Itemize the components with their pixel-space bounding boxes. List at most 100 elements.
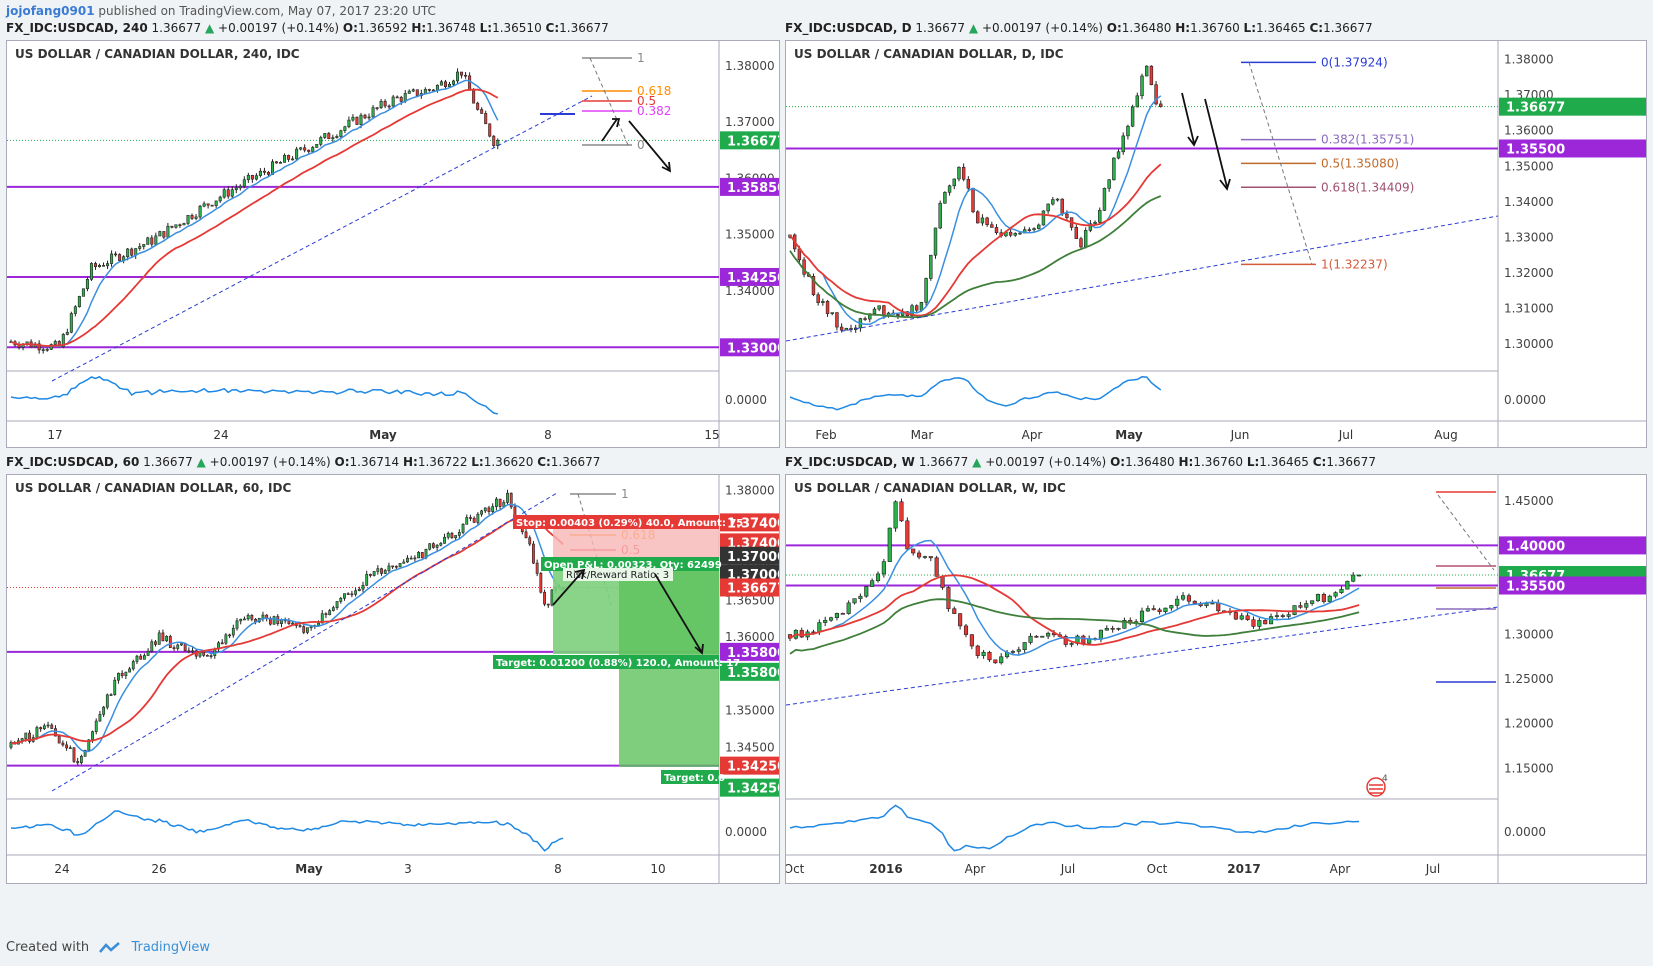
candle-body — [454, 535, 458, 539]
candle-body — [165, 636, 169, 642]
author-name[interactable]: jojofang0901 — [6, 4, 95, 18]
fib-level-label: 1 — [621, 487, 629, 501]
oscillator-line — [789, 804, 1360, 852]
candle-body — [1310, 600, 1315, 604]
candle-body — [1339, 588, 1344, 593]
fib-level-label: 0.618 — [637, 84, 671, 98]
price-tick-label: 1.36500 — [725, 593, 775, 607]
candle-body — [457, 532, 461, 536]
target2-label-box — [661, 770, 719, 784]
fib-diagonal — [1437, 494, 1495, 571]
candle-body — [502, 502, 506, 507]
ticker-open: 1.36480 — [1125, 455, 1175, 469]
time-tick-label: Jun — [1230, 428, 1250, 442]
price-tick-label: 1.15000 — [1504, 761, 1554, 775]
oscillator-line — [10, 810, 564, 852]
candle-body — [258, 170, 262, 176]
candle-body — [946, 587, 951, 610]
candle-body — [1151, 608, 1156, 611]
chart-canvas-240[interactable]: 1.380001.370001.360001.350001.340001.330… — [7, 41, 780, 448]
tradingview-link[interactable]: TradingView — [131, 940, 210, 955]
time-tick-label: Apr — [1022, 428, 1043, 442]
price-tag-label: 1.36677 — [727, 581, 780, 596]
chart-panel-60[interactable]: 1.380001.375001.370001.365001.360001.355… — [6, 474, 780, 884]
candle-body — [61, 742, 65, 746]
candle-body — [1327, 595, 1332, 602]
stop-label: Stop: 0.00403 (0.29%) 40.0, Amount: 75 — [516, 518, 743, 529]
price-tag — [720, 338, 779, 357]
candle-body — [126, 248, 130, 257]
candle-body — [1008, 231, 1013, 236]
candle-body — [246, 174, 250, 181]
chart-canvas-d[interactable]: 1.380001.370001.360001.350001.340001.330… — [786, 41, 1647, 448]
candle-body — [266, 172, 270, 175]
price-tag-label: 1.34250 — [727, 760, 780, 775]
candle-body — [41, 349, 45, 351]
candle-body — [830, 312, 834, 314]
up-arrow-icon: ▲ — [968, 21, 979, 35]
candle-body — [283, 155, 287, 163]
price-tick-label: 1.20000 — [1504, 717, 1554, 731]
candle-body — [347, 119, 351, 128]
price-tag-label: 1.37400 — [727, 516, 780, 531]
moving-average-fast — [10, 79, 499, 348]
candle-body — [81, 288, 85, 297]
candle-body — [987, 651, 992, 661]
candle-body — [79, 756, 83, 764]
candle-body — [261, 614, 265, 619]
chart-panel-d[interactable]: 1.38000 1.37000 1.36000 1.35000 1.34000 1.330… — [785, 40, 1647, 448]
candle-body — [231, 627, 235, 636]
candle-body — [834, 613, 839, 618]
candle-body — [435, 544, 439, 548]
candle-body — [383, 570, 387, 574]
candle-body — [161, 632, 165, 642]
candle-body — [320, 613, 324, 624]
candle-body — [976, 211, 980, 224]
candle-body — [1110, 627, 1115, 630]
candle-body — [1046, 203, 1050, 212]
candle-body — [1269, 616, 1274, 625]
candle-body — [242, 179, 246, 187]
candle-body — [1079, 238, 1083, 248]
price-tag — [720, 546, 779, 565]
candle-body — [65, 331, 69, 335]
candle-body — [77, 296, 81, 308]
chart-panel-240[interactable]: 1.380001.370001.360001.350001.340001.330… — [6, 40, 780, 448]
candle-body — [1140, 75, 1144, 97]
candle-body — [443, 536, 446, 544]
candle-body — [230, 189, 234, 197]
chart-canvas-w[interactable]: 1.450001.400001.350001.300001.250001.200… — [786, 475, 1647, 884]
candle-body — [535, 562, 539, 574]
candle-body — [98, 714, 102, 722]
candle-body — [423, 89, 427, 94]
candle-body — [420, 552, 424, 559]
candle-body — [994, 227, 999, 234]
candle-body — [938, 202, 942, 229]
chart-panel-w[interactable]: 1.450001.400001.350001.300001.250001.200… — [785, 474, 1647, 884]
time-tick-label: 2017 — [1227, 862, 1260, 876]
candle-body — [476, 102, 480, 110]
candle-body — [391, 565, 395, 568]
candle-body — [1083, 230, 1088, 248]
price-tag — [720, 513, 779, 532]
candle-body — [910, 305, 914, 317]
candle-body — [1018, 232, 1022, 235]
chart-title: US DOLLAR / CANADIAN DOLLAR, 240, IDC — [15, 47, 300, 61]
candle-body — [379, 100, 383, 109]
price-tick-label: 1.35000 — [725, 228, 775, 242]
candle-body — [963, 625, 969, 635]
candle-body — [943, 192, 947, 204]
ticker-symbol: FX_IDC:USDCAD, 240 — [6, 21, 148, 35]
candle-body — [1121, 135, 1125, 153]
candle-body — [209, 655, 213, 657]
candle-body — [131, 661, 135, 670]
ticker-high: 1.36760 — [1190, 21, 1240, 35]
time-tick-label: Jul — [1060, 862, 1075, 876]
candle-body — [488, 123, 492, 137]
candle-body — [1233, 612, 1238, 620]
chart-canvas-60[interactable]: 1.380001.375001.370001.365001.360001.355… — [7, 475, 780, 884]
candle-body — [957, 166, 961, 180]
fib-level-label: 0.382 — [637, 104, 671, 118]
candle-body — [469, 517, 472, 519]
candle-body — [443, 81, 447, 88]
